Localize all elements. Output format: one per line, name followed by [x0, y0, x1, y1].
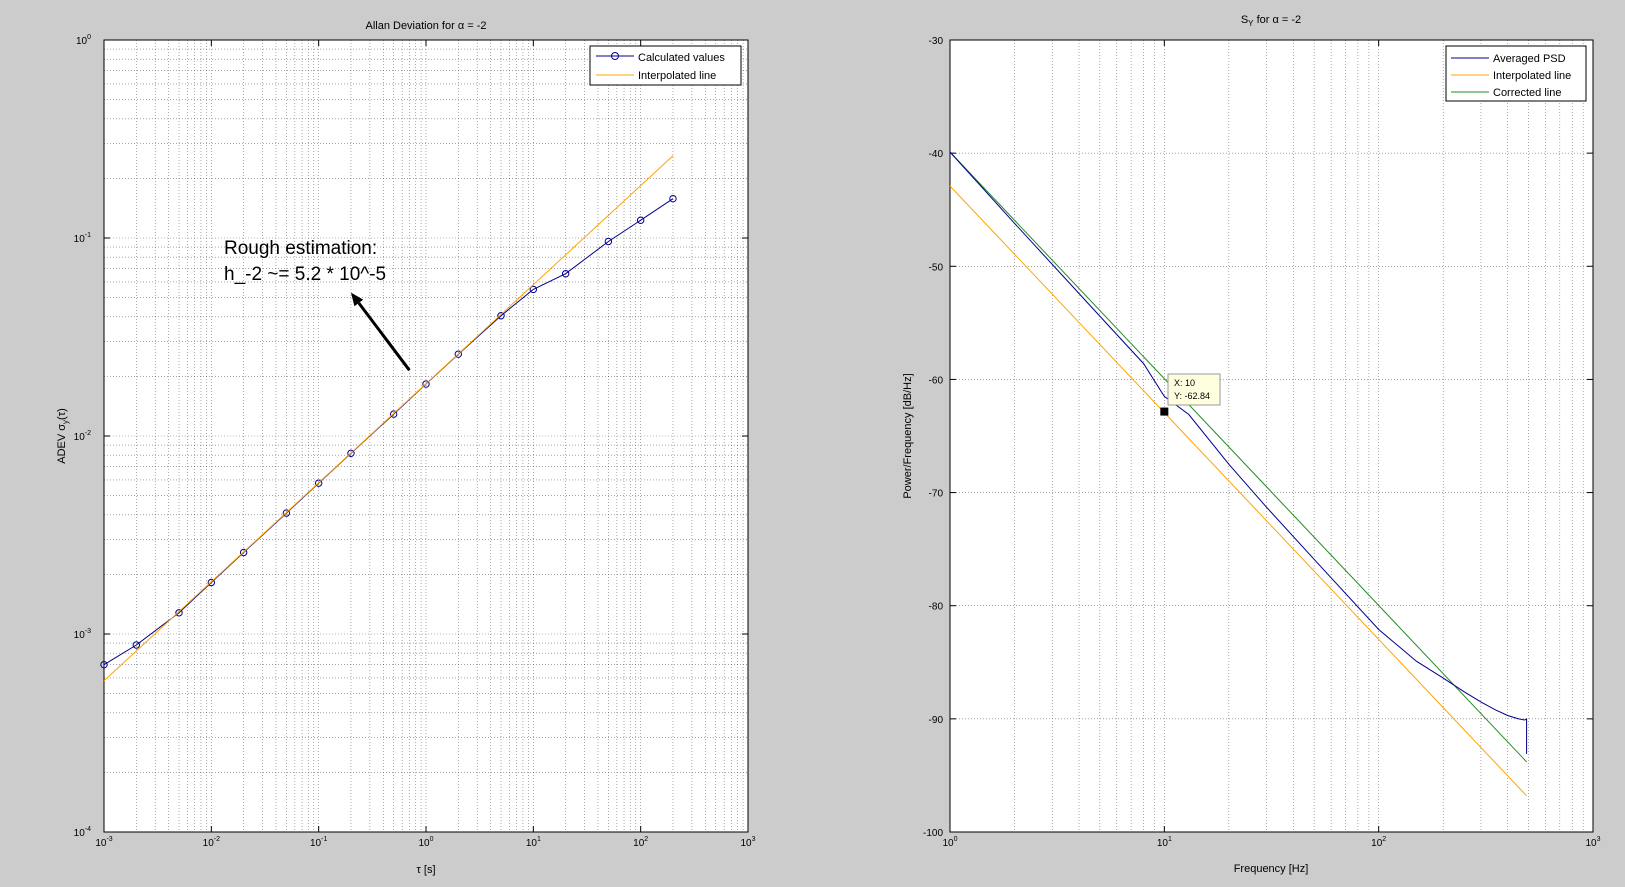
- psd-y-tick-label: -70: [929, 489, 944, 500]
- adev-data-point: [282, 509, 291, 517]
- psd-x-axis-label: Frequency [Hz]: [1234, 863, 1309, 875]
- adev-legend: Calculated values Interpolated line: [589, 45, 742, 86]
- psd-x-tick-label: 100: [942, 836, 957, 849]
- psd-datatip[interactable]: X: 10 Y: -62.84: [1160, 373, 1221, 416]
- adev-data-point: [529, 285, 538, 294]
- psd-legend: Averaged PSD Interpolated line Corrected…: [1445, 45, 1587, 102]
- annotation-arrow-shaft: [357, 302, 411, 372]
- psd-plot-area: [950, 40, 1593, 832]
- adev-data-point: [314, 479, 323, 487]
- psd-series-line: [949, 185, 1527, 797]
- legend-label-corrected-line: Corrected line: [1493, 87, 1561, 99]
- adev-data-point: [561, 270, 570, 278]
- adev-series-line: [103, 155, 674, 682]
- adev-x-tick-label: 102: [633, 836, 648, 849]
- adev-title: Allan Deviation for α = -2: [365, 20, 486, 32]
- datatip-x-label: X: 10: [1174, 378, 1195, 388]
- adev-data-point: [100, 660, 108, 669]
- legend-label-interpolated-line: Interpolated line: [638, 70, 716, 82]
- adev-data-point: [207, 578, 216, 587]
- psd-chart: SY for α = -2 Frequency [Hz] Power/Frequ…: [902, 14, 1601, 875]
- psd-y-tick-label: -80: [929, 602, 944, 613]
- psd-y-tick-label: -50: [929, 262, 944, 273]
- adev-series: [100, 155, 677, 682]
- annotation-arrow-head: [350, 292, 364, 307]
- datatip-box: [1167, 373, 1221, 406]
- adev-x-tick-label: 100: [418, 836, 433, 849]
- psd-y-tick-label: -100: [923, 828, 943, 839]
- psd-y-tick-label: -90: [929, 715, 944, 726]
- legend-marker-calculated-values: [611, 52, 619, 60]
- adev-data-point: [422, 380, 430, 388]
- adev-y-tick-label: 100: [76, 34, 91, 47]
- adev-data-point: [347, 449, 355, 457]
- adev-y-tick-label: 10-1: [74, 232, 91, 245]
- psd-title: SY for α = -2: [1241, 14, 1301, 28]
- adev-data-point: [669, 194, 677, 203]
- adev-data-point: [389, 410, 398, 418]
- annotation-line-1: Rough estimation:: [224, 238, 377, 259]
- annotation-arrow: [350, 292, 411, 372]
- psd-x-tick-label: 102: [1371, 836, 1386, 849]
- legend-label-interpolated-line-psd: Interpolated line: [1493, 70, 1571, 82]
- psd-series-line: [949, 151, 1528, 754]
- adev-chart: Allan Deviation for α = -2 τ [s] ADEV σy…: [56, 20, 756, 876]
- psd-series-line: [949, 151, 1527, 763]
- psd-y-axis-label: Power/Frequency [dB/Hz]: [902, 373, 914, 498]
- adev-ticks: 10-3 10-2 10-1 100 101 102 103 10-4 10-3 10-2 10-1…: [74, 34, 756, 849]
- datatip-marker[interactable]: [1160, 407, 1169, 416]
- annotation-line-2: h_-2 ~= 5.2 * 10^-5: [224, 264, 386, 285]
- adev-data-point: [175, 609, 183, 617]
- legend-label-averaged-psd: Averaged PSD: [1493, 53, 1566, 65]
- psd-x-tick-label: 101: [1157, 836, 1172, 849]
- psd-ticks: 100 101 102 103 -100 -90 -80 -70 -60 -50 -40 -30: [923, 36, 1601, 849]
- adev-y-axis-label: ADEV σy(τ): [56, 408, 70, 463]
- adev-x-tick-label: 101: [526, 836, 541, 849]
- psd-y-tick-label: -40: [929, 149, 944, 160]
- psd-plot-border: [949, 39, 1594, 833]
- datatip-y-label: Y: -62.84: [1174, 391, 1210, 401]
- adev-grid: [103, 39, 749, 833]
- legend-label-calculated-values: Calculated values: [638, 52, 725, 64]
- adev-data-point: [132, 641, 141, 649]
- adev-y-tick-label: 10-3: [74, 628, 91, 641]
- psd-y-tick-label: -60: [929, 375, 944, 386]
- adev-data-point: [239, 548, 248, 557]
- adev-data-point: [454, 350, 463, 358]
- psd-legend-box: [1445, 45, 1587, 102]
- psd-x-tick-label: 103: [1585, 836, 1600, 849]
- adev-x-tick-label: 10-1: [310, 836, 327, 849]
- adev-y-tick-label: 10-4: [74, 826, 91, 839]
- adev-data-point: [497, 312, 505, 320]
- adev-annotation: Rough estimation: h_-2 ~= 5.2 * 10^-5: [224, 238, 411, 372]
- adev-x-tick-label: 10-3: [95, 836, 112, 849]
- adev-x-axis-label: τ [s]: [416, 864, 435, 876]
- psd-series: [949, 151, 1528, 797]
- adev-data-point: [636, 216, 645, 224]
- psd-y-tick-label: -30: [929, 36, 944, 47]
- adev-data-point: [604, 237, 613, 246]
- adev-y-tick-label: 10-2: [74, 430, 91, 443]
- adev-x-tick-label: 103: [740, 836, 755, 849]
- adev-x-tick-label: 10-2: [203, 836, 220, 849]
